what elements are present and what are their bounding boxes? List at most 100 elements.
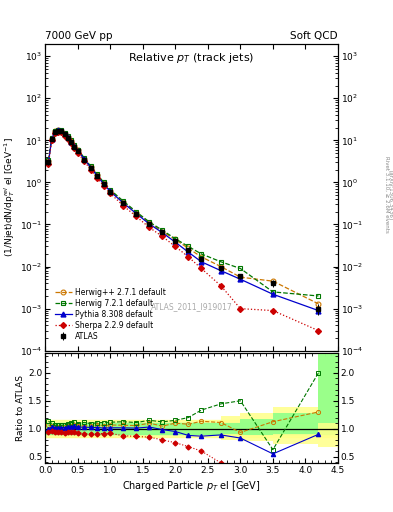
Sherpa 2.2.9 default bbox=[62, 133, 67, 139]
Sherpa 2.2.9 default bbox=[95, 175, 99, 181]
Sherpa 2.2.9 default bbox=[50, 137, 54, 143]
Text: Soft QCD: Soft QCD bbox=[290, 31, 338, 41]
Herwig 7.2.1 default bbox=[46, 157, 51, 163]
Herwig++ 2.7.1 default bbox=[219, 264, 223, 270]
Bar bbox=[273, 408, 318, 444]
Sherpa 2.2.9 default bbox=[147, 224, 152, 230]
Herwig++ 2.7.1 default bbox=[101, 180, 106, 186]
Herwig 7.2.1 default bbox=[219, 259, 223, 265]
Pythia 8.308 default bbox=[72, 143, 77, 149]
Text: Rivet 3.1.10, ≥ 2.6M events: Rivet 3.1.10, ≥ 2.6M events bbox=[385, 156, 389, 233]
Bar bbox=[241, 419, 273, 435]
Herwig 7.2.1 default bbox=[56, 126, 61, 133]
Herwig 7.2.1 default bbox=[69, 137, 73, 143]
Sherpa 2.2.9 default bbox=[53, 130, 57, 136]
Bar bbox=[221, 423, 241, 434]
Bar bbox=[318, 353, 338, 446]
Sherpa 2.2.9 default bbox=[270, 308, 275, 314]
Herwig 7.2.1 default bbox=[66, 133, 70, 139]
Pythia 8.308 default bbox=[69, 139, 73, 145]
Herwig++ 2.7.1 default bbox=[95, 172, 99, 178]
Pythia 8.308 default bbox=[88, 164, 93, 170]
Sherpa 2.2.9 default bbox=[186, 254, 191, 260]
Herwig 7.2.1 default bbox=[316, 293, 321, 299]
Legend: Herwig++ 2.7.1 default, Herwig 7.2.1 default, Pythia 8.308 default, Sherpa 2.2.9: Herwig++ 2.7.1 default, Herwig 7.2.1 def… bbox=[52, 285, 169, 344]
Sherpa 2.2.9 default bbox=[69, 140, 73, 146]
Line: Herwig++ 2.7.1 default: Herwig++ 2.7.1 default bbox=[46, 127, 321, 306]
Herwig 7.2.1 default bbox=[75, 146, 80, 153]
Sherpa 2.2.9 default bbox=[199, 265, 204, 271]
Bar bbox=[241, 413, 273, 441]
Sherpa 2.2.9 default bbox=[88, 167, 93, 173]
Sherpa 2.2.9 default bbox=[238, 306, 243, 312]
Herwig++ 2.7.1 default bbox=[46, 158, 51, 164]
Pythia 8.308 default bbox=[186, 249, 191, 255]
Pythia 8.308 default bbox=[238, 276, 243, 282]
Herwig++ 2.7.1 default bbox=[160, 228, 165, 234]
Pythia 8.308 default bbox=[134, 210, 139, 217]
Pythia 8.308 default bbox=[121, 200, 126, 206]
Sherpa 2.2.9 default bbox=[56, 129, 61, 135]
Pythia 8.308 default bbox=[59, 128, 64, 134]
Herwig++ 2.7.1 default bbox=[316, 301, 321, 307]
Pythia 8.308 default bbox=[56, 127, 61, 134]
Herwig 7.2.1 default bbox=[59, 127, 64, 133]
Text: 7000 GeV pp: 7000 GeV pp bbox=[45, 31, 113, 41]
Text: [arXiv:1306.3436]: [arXiv:1306.3436] bbox=[389, 169, 393, 220]
Line: Pythia 8.308 default: Pythia 8.308 default bbox=[46, 128, 321, 313]
Herwig 7.2.1 default bbox=[50, 135, 54, 141]
Herwig 7.2.1 default bbox=[186, 243, 191, 249]
Herwig 7.2.1 default bbox=[270, 289, 275, 295]
Pythia 8.308 default bbox=[62, 131, 67, 137]
Pythia 8.308 default bbox=[53, 129, 57, 135]
Herwig++ 2.7.1 default bbox=[56, 127, 61, 133]
Sherpa 2.2.9 default bbox=[219, 283, 223, 289]
Pythia 8.308 default bbox=[147, 221, 152, 227]
Pythia 8.308 default bbox=[108, 188, 113, 195]
Herwig 7.2.1 default bbox=[147, 219, 152, 225]
Herwig++ 2.7.1 default bbox=[88, 164, 93, 170]
Herwig++ 2.7.1 default bbox=[134, 210, 139, 216]
Herwig 7.2.1 default bbox=[160, 227, 165, 233]
Herwig++ 2.7.1 default bbox=[199, 254, 204, 260]
X-axis label: Charged Particle $p_T$ el [GeV]: Charged Particle $p_T$ el [GeV] bbox=[122, 479, 261, 493]
Herwig 7.2.1 default bbox=[101, 179, 106, 185]
Pythia 8.308 default bbox=[46, 159, 51, 165]
Sherpa 2.2.9 default bbox=[66, 136, 70, 142]
Text: Relative $p_T$ (track jets): Relative $p_T$ (track jets) bbox=[129, 51, 255, 65]
Herwig 7.2.1 default bbox=[134, 209, 139, 215]
Sherpa 2.2.9 default bbox=[134, 214, 139, 220]
Pythia 8.308 default bbox=[199, 259, 204, 265]
Herwig++ 2.7.1 default bbox=[50, 136, 54, 142]
Herwig++ 2.7.1 default bbox=[238, 274, 243, 280]
Herwig 7.2.1 default bbox=[121, 198, 126, 204]
Pythia 8.308 default bbox=[82, 156, 86, 162]
Herwig 7.2.1 default bbox=[95, 172, 99, 178]
Herwig++ 2.7.1 default bbox=[62, 131, 67, 137]
Bar bbox=[273, 413, 318, 434]
Herwig++ 2.7.1 default bbox=[82, 156, 86, 162]
Pythia 8.308 default bbox=[219, 268, 223, 274]
Herwig++ 2.7.1 default bbox=[147, 220, 152, 226]
Herwig 7.2.1 default bbox=[88, 163, 93, 169]
Herwig++ 2.7.1 default bbox=[108, 187, 113, 194]
Herwig++ 2.7.1 default bbox=[59, 127, 64, 134]
Sherpa 2.2.9 default bbox=[75, 150, 80, 156]
Pythia 8.308 default bbox=[50, 136, 54, 142]
Herwig 7.2.1 default bbox=[173, 236, 178, 242]
Sherpa 2.2.9 default bbox=[108, 190, 113, 197]
Herwig++ 2.7.1 default bbox=[173, 237, 178, 243]
Herwig++ 2.7.1 default bbox=[66, 134, 70, 140]
Herwig 7.2.1 default bbox=[82, 155, 86, 161]
Sherpa 2.2.9 default bbox=[316, 328, 321, 334]
Herwig++ 2.7.1 default bbox=[186, 245, 191, 251]
Pythia 8.308 default bbox=[173, 239, 178, 245]
Sherpa 2.2.9 default bbox=[46, 161, 51, 167]
Herwig 7.2.1 default bbox=[62, 130, 67, 136]
Herwig++ 2.7.1 default bbox=[72, 142, 77, 148]
Bar bbox=[45, 423, 338, 434]
Y-axis label: Ratio to ATLAS: Ratio to ATLAS bbox=[16, 375, 25, 441]
Pythia 8.308 default bbox=[101, 181, 106, 187]
Herwig++ 2.7.1 default bbox=[69, 138, 73, 144]
Pythia 8.308 default bbox=[75, 147, 80, 154]
